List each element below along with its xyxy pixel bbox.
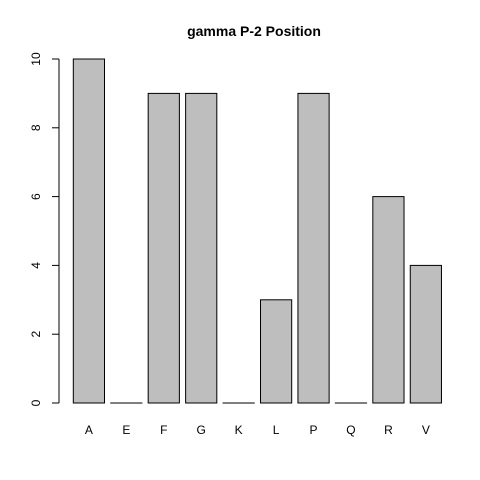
x-tick-label-P: P — [310, 423, 318, 437]
bar-L — [260, 299, 293, 404]
bar-P — [297, 92, 330, 404]
x-tick-label-R: R — [384, 423, 393, 437]
x-tick-label-K: K — [235, 423, 243, 437]
x-tick-label-L: L — [273, 423, 280, 437]
y-tick-label-4: 4 — [29, 262, 43, 269]
bars-group — [72, 58, 442, 404]
y-tick-label-2: 2 — [29, 331, 43, 338]
bar-R — [372, 196, 405, 404]
bar-G — [185, 92, 218, 404]
x-tick-label-G: G — [197, 423, 206, 437]
chart-title: gamma P-2 Position — [187, 23, 321, 39]
y-tick-label-6: 6 — [29, 193, 43, 200]
y-tick-label-0: 0 — [29, 399, 43, 406]
x-tick-label-E: E — [122, 423, 130, 437]
y-tick-label-10: 10 — [29, 52, 43, 66]
bar-F — [147, 92, 180, 404]
x-tick-label-Q: Q — [346, 423, 355, 437]
x-tick-label-F: F — [160, 423, 167, 437]
y-tick-label-8: 8 — [29, 124, 43, 131]
x-tick-label-A: A — [85, 423, 93, 437]
y-axis: 0 2 4 6 8 10 — [29, 52, 60, 406]
bar-A — [72, 58, 106, 404]
bar-V — [409, 264, 442, 404]
x-tick-label-V: V — [422, 423, 430, 437]
